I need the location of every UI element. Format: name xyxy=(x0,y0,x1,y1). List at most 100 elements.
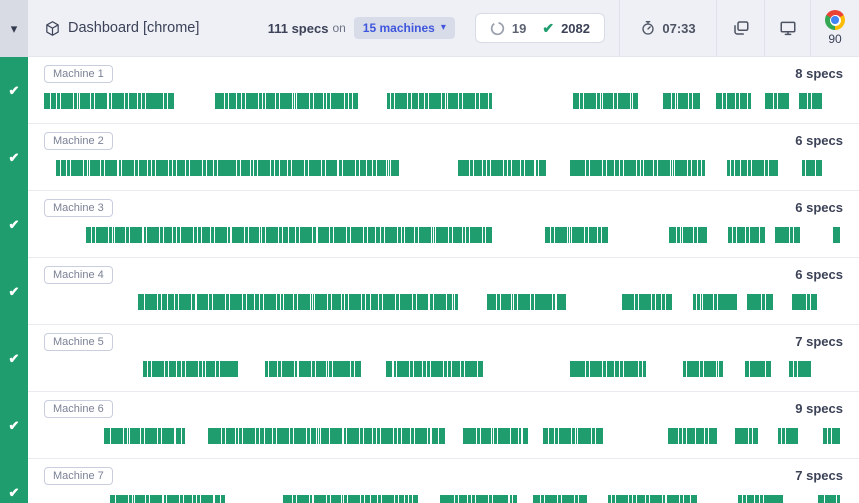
spec-bar[interactable] xyxy=(716,93,751,109)
spec-bar[interactable] xyxy=(215,93,358,109)
spec-bar[interactable] xyxy=(765,93,789,109)
title-area: Dashboard [chrome] xyxy=(28,20,199,37)
spec-bar[interactable] xyxy=(789,361,811,377)
spec-bar[interactable] xyxy=(56,160,226,176)
spec-bar[interactable] xyxy=(226,160,399,176)
spec-count-label: 6 specs xyxy=(795,267,843,282)
spec-count-label: 6 specs xyxy=(795,200,843,215)
spec-bar[interactable] xyxy=(533,495,587,503)
spec-bar[interactable] xyxy=(573,93,638,109)
machines-view-toggle[interactable] xyxy=(764,0,810,57)
spec-bar[interactable] xyxy=(823,428,840,444)
spec-bar[interactable] xyxy=(387,93,492,109)
spec-count-label: 7 specs xyxy=(795,468,843,483)
spec-bar[interactable] xyxy=(608,495,697,503)
machine-badge: Machine 1 xyxy=(44,65,113,83)
spec-bar[interactable] xyxy=(778,428,798,444)
collapse-control[interactable]: ▾ xyxy=(0,0,28,57)
spec-bar[interactable] xyxy=(775,227,800,243)
machines-dropdown[interactable]: 15 machines ▾ xyxy=(353,17,455,39)
spec-bar[interactable] xyxy=(143,361,238,377)
spec-bar[interactable] xyxy=(110,495,225,503)
spec-bar[interactable] xyxy=(487,294,566,310)
spec-bar[interactable] xyxy=(458,160,546,176)
duration-label: 07:33 xyxy=(662,20,696,36)
machine-passed-check-icon: ✔ xyxy=(8,417,20,433)
machine-row-content: Machine 5 7 specs xyxy=(28,325,859,392)
spec-bar[interactable] xyxy=(283,495,418,503)
chrome-icon xyxy=(825,10,845,30)
spec-bar[interactable] xyxy=(799,93,822,109)
machine-row: ✔ Machine 2 6 specs xyxy=(0,124,859,191)
machine-badge: Machine 7 xyxy=(44,467,113,485)
spec-bar[interactable] xyxy=(669,227,707,243)
machine-row: ✔ Machine 5 7 specs xyxy=(0,325,859,392)
spec-bar[interactable] xyxy=(265,361,361,377)
results-summary: 19 ✔ 2082 xyxy=(474,13,605,43)
machine-badge: Machine 4 xyxy=(44,266,113,284)
browser-segment: 90 xyxy=(810,0,859,57)
spec-count-label: 9 specs xyxy=(795,401,843,416)
spec-bar[interactable] xyxy=(138,294,458,310)
spec-bar[interactable] xyxy=(570,361,646,377)
spec-timeline xyxy=(28,93,859,109)
machine-row-content: Machine 6 9 specs xyxy=(28,392,859,459)
machine-passed-check-icon: ✔ xyxy=(8,149,20,165)
spec-bar[interactable] xyxy=(44,93,174,109)
spec-bar[interactable] xyxy=(683,361,723,377)
machine-passed-check-icon: ✔ xyxy=(8,82,20,98)
machine-passed-check-icon: ✔ xyxy=(8,216,20,232)
machine-row-content: Machine 4 6 specs xyxy=(28,258,859,325)
spec-bar[interactable] xyxy=(668,428,717,444)
spec-count-label: 6 specs xyxy=(795,133,843,148)
spec-bar[interactable] xyxy=(745,361,771,377)
spec-bar[interactable] xyxy=(818,495,840,503)
specs-count: 111 specs xyxy=(267,20,329,36)
specs-view-toggle[interactable] xyxy=(716,0,764,57)
spec-bar[interactable] xyxy=(792,294,817,310)
spec-bar[interactable] xyxy=(208,428,326,444)
spec-bar[interactable] xyxy=(440,495,517,503)
spec-bar[interactable] xyxy=(86,227,492,243)
spec-bar[interactable] xyxy=(663,93,700,109)
spec-count-label: 7 specs xyxy=(795,334,843,349)
spec-bar[interactable] xyxy=(802,160,822,176)
spec-bar[interactable] xyxy=(622,294,672,310)
spec-bar[interactable] xyxy=(833,227,840,243)
duration-segment: 07:33 xyxy=(619,0,716,57)
spec-bar[interactable] xyxy=(735,428,758,444)
spec-bar[interactable] xyxy=(693,294,737,310)
spec-bar[interactable] xyxy=(545,227,608,243)
pending-count: 19 xyxy=(511,20,527,36)
monitor-icon xyxy=(780,21,795,36)
machine-status-cell: ✔ xyxy=(0,191,28,258)
spec-bar[interactable] xyxy=(738,495,783,503)
browser-version: 90 xyxy=(828,32,842,46)
spec-bar[interactable] xyxy=(728,227,765,243)
spec-bar[interactable] xyxy=(104,428,185,444)
spec-timeline xyxy=(28,294,859,310)
machine-status-cell: ✔ xyxy=(0,392,28,459)
spec-bar[interactable] xyxy=(727,160,778,176)
machine-row-content: Machine 1 8 specs xyxy=(28,57,859,124)
header: ▾ Dashboard [chrome] 111 specs on 15 mac… xyxy=(0,0,859,57)
run-stats: 111 specs on 15 machines ▾ 19 ✔ 2082 xyxy=(268,13,619,43)
spec-bar[interactable] xyxy=(386,361,483,377)
spec-timeline xyxy=(28,227,859,243)
spec-bar[interactable] xyxy=(570,160,705,176)
pending-circle-icon xyxy=(490,21,505,35)
spec-timeline xyxy=(28,160,859,176)
machine-status-cell: ✔ xyxy=(0,124,28,191)
spec-bar[interactable] xyxy=(747,294,773,310)
spec-bar[interactable] xyxy=(463,428,528,444)
spec-timeline xyxy=(28,428,859,444)
spec-bar[interactable] xyxy=(543,428,603,444)
machine-badge: Machine 3 xyxy=(44,199,113,217)
machine-row-content: Machine 3 6 specs xyxy=(28,191,859,258)
machine-badge: Machine 2 xyxy=(44,132,113,150)
spec-bar[interactable] xyxy=(326,428,445,444)
machine-row: ✔ Machine 4 6 specs xyxy=(0,258,859,325)
machine-status-cell: ✔ xyxy=(0,325,28,392)
spec-timeline xyxy=(28,495,859,503)
